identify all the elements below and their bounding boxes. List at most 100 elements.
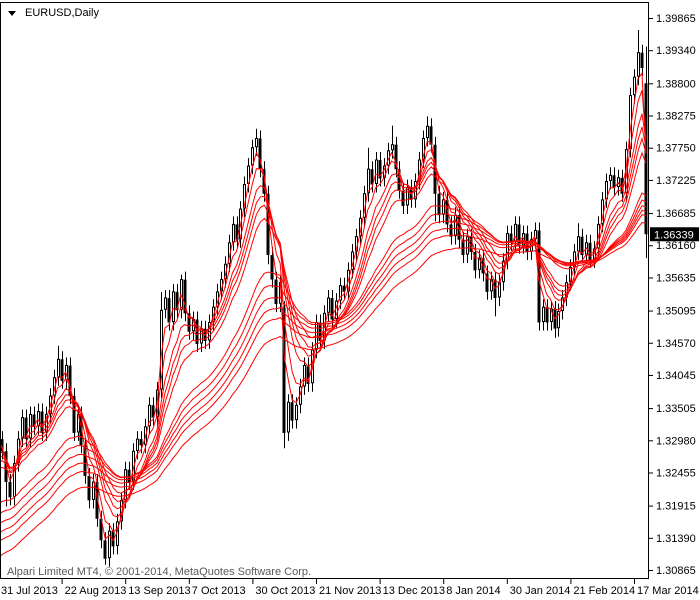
price-tick-label: 1.34570	[656, 338, 696, 350]
candle-body-bear	[151, 405, 155, 418]
candle-body-bear	[99, 518, 103, 541]
candle-body-bear	[461, 239, 465, 255]
candle-body-bear	[473, 252, 477, 271]
price-tick-label: 1.39865	[656, 13, 696, 25]
candle-body-bear	[429, 126, 433, 145]
candle-body-bear	[290, 402, 294, 421]
candle-body-bear	[139, 439, 143, 446]
candle-body-bull	[172, 291, 175, 323]
candle-body-bear	[469, 236, 473, 252]
candle-body-bear	[127, 469, 131, 482]
candle-body-bear	[274, 279, 278, 305]
candle-body-bull	[422, 138, 425, 160]
watermark: Alpari Limited MT4, © 2001-2014, MetaQuo…	[7, 566, 312, 578]
current-price-badge: 1.36339	[650, 227, 699, 242]
candle-body-bear	[262, 169, 266, 194]
candle-body-bear	[378, 160, 382, 179]
candle-body-bull	[454, 214, 457, 237]
gmma-ema-line	[1, 214, 647, 542]
candle-body-bear	[79, 414, 83, 446]
candle-body-bull	[295, 404, 298, 421]
candle-body-bear	[580, 236, 584, 256]
candle-body-bear	[282, 307, 286, 433]
date-tick-label: 17 Mar 2014	[637, 585, 699, 597]
price-axis[interactable]: 1.39865 1.39340 1.38800 1.38275 1.37750 1.372…	[649, 13, 696, 577]
price-tick-label: 1.35635	[656, 272, 696, 284]
candle-body-bear	[517, 224, 521, 246]
candle-body-bull	[514, 223, 517, 243]
candle-body-bull	[442, 199, 445, 215]
candle-body-bull	[13, 463, 16, 497]
date-tick-label: 8 Jan 2014	[446, 585, 500, 597]
candle-body-bull	[577, 236, 580, 252]
date-tick-label: 30 Oct 2013	[255, 585, 315, 597]
plot-frame	[0, 2, 649, 579]
candle-body-bear	[437, 193, 441, 216]
candle-body-bear	[394, 144, 398, 170]
date-tick-label: 22 Aug 2013	[65, 585, 127, 597]
candle-body-bear	[401, 190, 405, 206]
candle-body-bear	[95, 482, 99, 519]
candle-body-bull	[367, 168, 370, 194]
price-tick-label: 1.39340	[656, 45, 696, 57]
date-tick-label: 13 Sep 2013	[128, 585, 190, 597]
candle-body-bull	[466, 236, 469, 255]
time-axis[interactable]: 31 Jul 2013 22 Aug 2013 13 Sep 2013 7 Oct 2…	[1, 579, 699, 597]
candle-body-bull	[303, 365, 306, 387]
candle-body-bull	[557, 311, 560, 329]
price-tick-label: 1.31390	[656, 533, 696, 545]
candle-body-bear	[588, 242, 592, 260]
candle-body-bear	[612, 175, 616, 188]
candle-body-bear	[318, 322, 322, 341]
candle-body-bear	[449, 224, 453, 237]
candle-body-bull	[542, 306, 545, 323]
date-tick-label: 21 Feb 2014	[573, 585, 635, 597]
price-tick-label: 1.36685	[656, 208, 696, 220]
gmma-indicator	[1, 71, 647, 557]
price-tick-label: 1.33505	[656, 403, 696, 415]
candle-body-bull	[243, 184, 246, 209]
candle-body-bear	[8, 482, 12, 498]
price-tick-label: 1.36160	[656, 240, 696, 252]
price-tick-label: 1.35095	[656, 306, 696, 318]
candle-body-bull	[21, 417, 24, 439]
date-tick-label: 21 Nov 2013	[319, 585, 381, 597]
current-price-label: 1.36339	[654, 229, 694, 241]
candle-body-bear	[60, 359, 64, 381]
candle-body-bear	[306, 365, 310, 384]
price-tick-label: 1.37225	[656, 175, 696, 187]
gmma-ema-line	[1, 136, 647, 502]
candle-body-bull	[609, 174, 612, 181]
gmma-ema-line	[1, 71, 647, 542]
candle-body-bear	[270, 255, 274, 280]
candle-body-bear	[235, 224, 239, 240]
candle-body-bear	[330, 298, 334, 320]
candle-body-bear	[175, 291, 179, 311]
price-tick-label: 1.38275	[656, 111, 696, 123]
candle-body-bear	[111, 531, 115, 547]
price-tick-label: 1.32980	[656, 435, 696, 447]
candle-body-bear	[397, 169, 401, 191]
symbol-label: EURUSD,Daily	[8, 7, 99, 19]
candle-body-bear	[370, 169, 374, 185]
candle-body-bull	[108, 530, 111, 559]
candle-body-bear	[40, 411, 44, 433]
candle-body-bull	[136, 438, 139, 451]
price-tick-label: 1.30865	[656, 565, 696, 577]
candle-body-bull	[57, 358, 60, 378]
gmma-ema-line	[1, 209, 647, 533]
price-tick-label: 1.37750	[656, 143, 696, 155]
candle-body-bear	[24, 417, 28, 440]
candle-body-bear	[167, 298, 171, 323]
candle-body-bear	[87, 475, 91, 501]
gmma-ema-line	[1, 205, 647, 524]
candle-body-bear	[266, 193, 270, 255]
dropdown-arrow-icon[interactable]	[8, 11, 16, 16]
candle-body-bear	[620, 177, 624, 194]
candle-body-bear	[537, 230, 541, 323]
candle-body-bull	[550, 308, 553, 322]
candle-body-bull	[375, 159, 378, 184]
candle-body-bear	[83, 445, 87, 476]
